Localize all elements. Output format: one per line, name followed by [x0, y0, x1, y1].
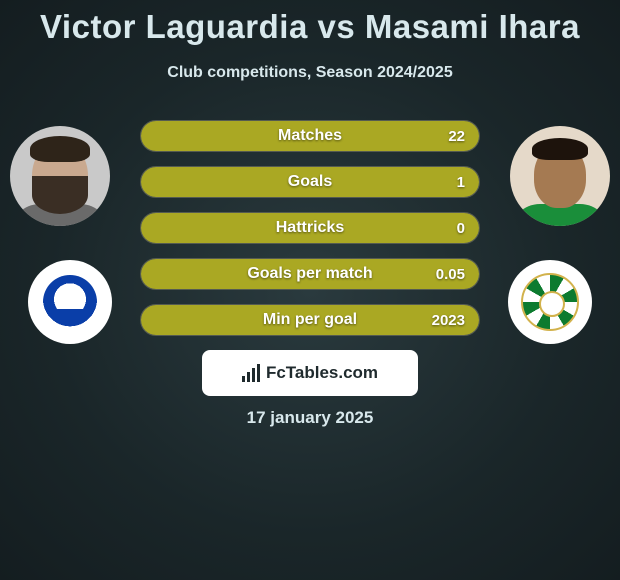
- logo-text: FcTables.com: [266, 363, 378, 383]
- stats-container: Matches 22 Goals 1 Hattricks 0 Goals per…: [140, 120, 480, 350]
- stat-row-mpg: Min per goal 2023: [140, 304, 480, 336]
- stat-row-goals: Goals 1: [140, 166, 480, 198]
- stat-value: 1: [457, 167, 465, 197]
- stat-label: Goals: [141, 167, 479, 197]
- stat-label: Matches: [141, 121, 479, 151]
- page-title: Victor Laguardia vs Masami Ihara: [0, 0, 620, 46]
- site-logo[interactable]: FcTables.com: [202, 350, 418, 396]
- player-right-avatar: [510, 126, 610, 226]
- stat-value: 0.05: [436, 259, 465, 289]
- date-text: 17 january 2025: [0, 408, 620, 428]
- bar-chart-icon: [242, 364, 260, 382]
- club-left-badge: [28, 260, 112, 344]
- stat-value: 2023: [432, 305, 465, 335]
- stat-row-hattricks: Hattricks 0: [140, 212, 480, 244]
- betis-crest-icon: [521, 273, 579, 331]
- alaves-crest-icon: [43, 275, 97, 329]
- subtitle: Club competitions, Season 2024/2025: [0, 64, 620, 82]
- stat-label: Min per goal: [141, 305, 479, 335]
- player-left-avatar: [10, 126, 110, 226]
- stat-row-matches: Matches 22: [140, 120, 480, 152]
- stat-value: 22: [448, 121, 465, 151]
- stat-label: Hattricks: [141, 213, 479, 243]
- club-right-badge: [508, 260, 592, 344]
- stat-row-gpm: Goals per match 0.05: [140, 258, 480, 290]
- stat-label: Goals per match: [141, 259, 479, 289]
- stat-value: 0: [457, 213, 465, 243]
